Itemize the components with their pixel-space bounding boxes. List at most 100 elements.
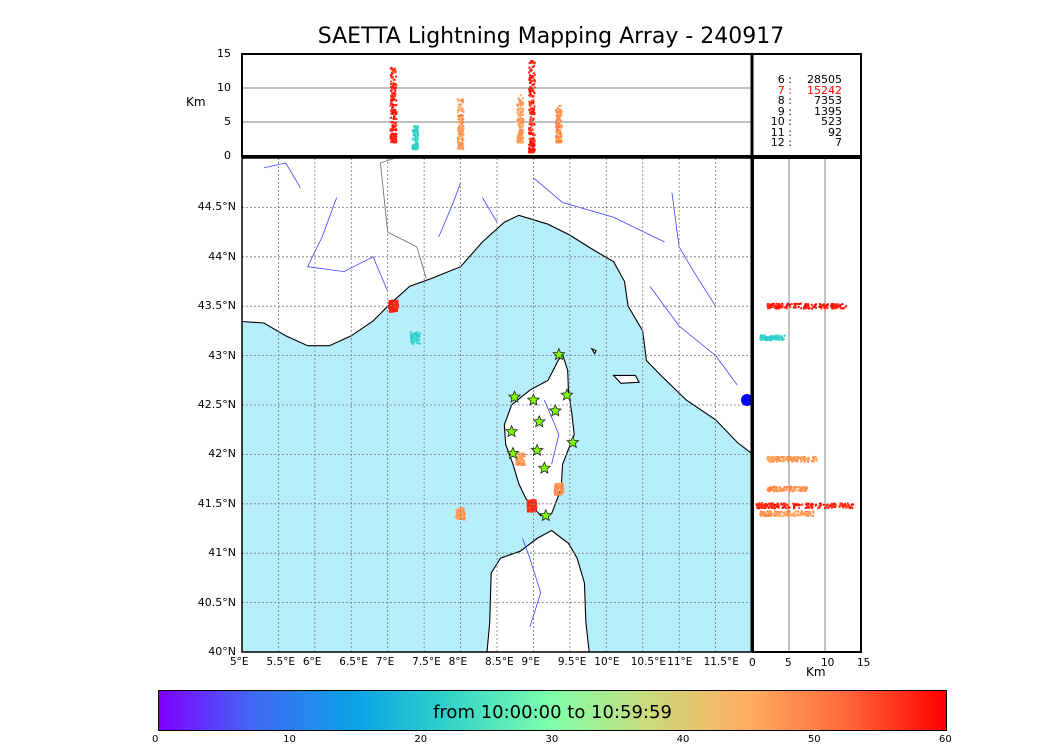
top-lightning-point xyxy=(530,76,533,79)
side-lightning-point xyxy=(777,456,780,459)
side-lightning-point xyxy=(781,303,784,306)
lat-tick-label: 40°N xyxy=(208,645,236,658)
side-lightning-point xyxy=(804,507,807,509)
lightning-point xyxy=(396,301,399,304)
side-lightning-point xyxy=(770,488,773,491)
top-lightning-point xyxy=(530,93,533,96)
lat-tick-label: 40.5°N xyxy=(197,595,236,609)
lightning-point xyxy=(388,308,391,311)
lat-tick-label: 41°N xyxy=(208,546,236,560)
top-lightning-point xyxy=(558,122,561,125)
side-lightning-point xyxy=(777,513,780,515)
side-lightning-point xyxy=(796,303,799,306)
side-lightning-point xyxy=(785,514,788,517)
lightning-point xyxy=(534,508,537,511)
top-lightning-point xyxy=(413,130,416,133)
top-lightning-point xyxy=(529,78,532,81)
side-lightning-point xyxy=(768,460,771,463)
top-lightning-point xyxy=(414,148,417,151)
top-lightning-point xyxy=(516,105,519,107)
side-lightning-point xyxy=(833,303,836,306)
top-lightning-point xyxy=(392,69,395,72)
top-lightning-point xyxy=(517,117,520,120)
top-lightning-point xyxy=(461,107,464,110)
side-lightning-point xyxy=(772,503,775,506)
lightning-point xyxy=(523,459,526,462)
side-lightning-point xyxy=(814,456,817,459)
lat-tick-label: 44°N xyxy=(208,249,236,263)
lightning-point xyxy=(418,339,421,342)
side-lightning-point xyxy=(797,514,800,517)
top-lightning-point xyxy=(557,126,560,128)
top-lightning-point xyxy=(555,114,558,117)
side-lightning-point xyxy=(770,504,773,507)
side-lightning-point xyxy=(780,304,783,307)
side-lightning-point xyxy=(819,305,821,308)
side-lightning-point xyxy=(768,512,771,515)
top-lightning-point xyxy=(390,132,393,135)
lightning-point xyxy=(456,512,459,515)
side-lightning-point xyxy=(842,307,845,310)
side-lightning-point xyxy=(811,460,814,463)
lightning-point xyxy=(521,452,524,455)
top-lightning-point xyxy=(533,82,536,85)
top-lightning-point xyxy=(530,122,533,125)
top-lightning-point xyxy=(557,112,560,114)
river-6 xyxy=(649,286,738,386)
side-lightning-point xyxy=(832,505,835,507)
lightning-point xyxy=(459,512,462,515)
lightning-point xyxy=(528,509,531,512)
top-lightning-point xyxy=(394,128,397,131)
top-lightning-point xyxy=(532,108,535,110)
top-lightning-point xyxy=(518,103,521,106)
side-lightning-point xyxy=(785,458,788,461)
lightning-point xyxy=(455,509,458,512)
lightning-point xyxy=(390,308,393,311)
top-lightning-point xyxy=(391,128,394,131)
side-lightning-point xyxy=(800,511,803,514)
side-lightning-point xyxy=(774,306,777,309)
top-lightning-point xyxy=(461,101,464,104)
side-lightning-point xyxy=(805,487,808,490)
station-star-icon xyxy=(548,403,562,417)
top-lightning-point xyxy=(393,67,396,70)
side-lightning-point xyxy=(757,504,760,507)
stats-value: 7 xyxy=(835,136,842,149)
side-lightning-point xyxy=(789,511,791,514)
side-lightning-point xyxy=(829,504,832,507)
top-lightning-point xyxy=(559,104,562,107)
side-lightning-point xyxy=(807,504,810,507)
side-lightning-point xyxy=(763,338,766,340)
side-lightning-point xyxy=(776,338,779,341)
top-lightning-point xyxy=(391,124,394,127)
top-lightning-point xyxy=(532,99,535,102)
side-lightning-point xyxy=(776,459,779,462)
lightning-point xyxy=(410,331,413,334)
top-lightning-point xyxy=(459,117,462,120)
top-lightning-point xyxy=(411,145,414,148)
top-lightning-point xyxy=(528,71,531,74)
lightning-point xyxy=(531,508,534,511)
lightning-point xyxy=(411,341,414,343)
lightning-point xyxy=(391,299,394,302)
side-lightning-point xyxy=(783,459,786,462)
top-lightning-point xyxy=(532,89,534,92)
side-lightning-point xyxy=(804,457,807,460)
side-lightning-point xyxy=(824,504,827,506)
side-lightning-point xyxy=(775,302,778,305)
top-lightning-point xyxy=(557,121,560,124)
side-lightning-point xyxy=(790,488,793,491)
top-lightning-point xyxy=(528,76,531,79)
side-lightning-point xyxy=(800,302,802,305)
side-lightning-point xyxy=(776,490,779,493)
side-lightning-point xyxy=(850,503,853,506)
top-lightning-point xyxy=(415,128,418,131)
top-lightning-point xyxy=(461,99,464,102)
side-lightning-point xyxy=(766,459,769,461)
side-lightning-point xyxy=(774,507,776,510)
top-lightning-point xyxy=(394,89,397,92)
lon-tick-label: 10.5°E xyxy=(630,656,666,668)
lightning-point xyxy=(516,458,518,461)
side-lightning-point xyxy=(772,485,775,488)
top-lightning-point xyxy=(521,119,524,122)
